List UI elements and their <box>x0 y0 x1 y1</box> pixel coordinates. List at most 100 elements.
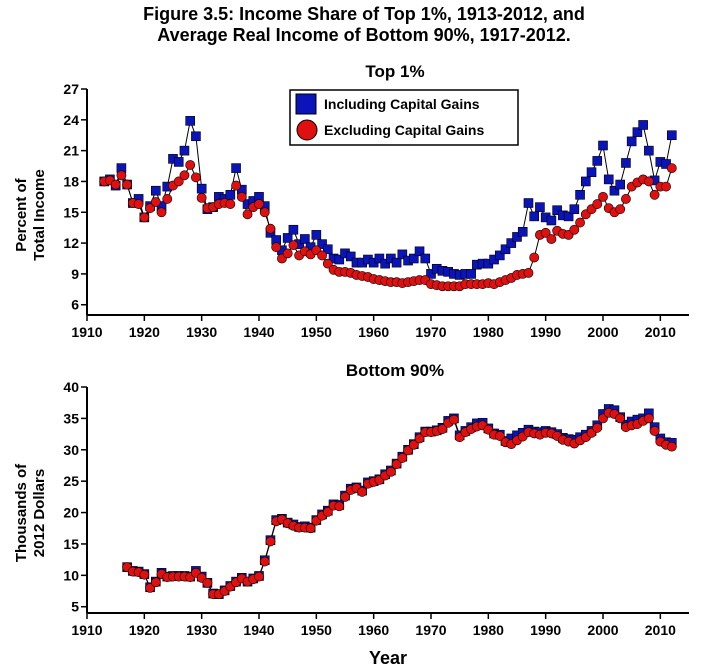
top-point-including <box>632 127 643 137</box>
bottom-y-tick-label: 5 <box>71 599 79 615</box>
top-point-excluding <box>259 207 270 218</box>
top-point-including <box>414 246 425 257</box>
top-point-including <box>334 254 345 265</box>
top-point-including <box>615 179 626 190</box>
bottom-point-excluding <box>494 431 505 441</box>
top-point-excluding <box>621 194 631 204</box>
top-point-including <box>523 198 534 208</box>
figure-title-line-1: Figure 3.5: Income Share of Top 1%, 1913… <box>143 4 585 24</box>
top-point-excluding <box>529 252 540 263</box>
top-point-including <box>598 140 608 151</box>
bottom-point-excluding <box>265 536 276 547</box>
bottom-point-excluding <box>408 439 419 450</box>
bottom-point-excluding <box>305 523 316 534</box>
top-point-excluding <box>225 199 236 209</box>
top-y-tick-label: 21 <box>63 143 79 159</box>
bottom-point-excluding <box>202 577 213 588</box>
top-point-including <box>506 238 517 248</box>
top-point-including <box>151 185 161 196</box>
top-point-excluding <box>150 197 161 207</box>
top-point-excluding <box>133 199 144 209</box>
bottom-point-excluding <box>666 441 677 452</box>
top-y-tick-label: 24 <box>63 112 79 128</box>
top-point-including <box>517 226 528 237</box>
bottom-point-excluding <box>150 577 161 588</box>
top-point-excluding <box>254 199 264 209</box>
bottom-x-tick-label: 2010 <box>645 622 676 638</box>
bottom-x-tick-label: 1910 <box>71 622 102 638</box>
top-point-including <box>391 257 402 268</box>
top-point-excluding <box>322 258 333 269</box>
top-point-including <box>535 202 545 212</box>
top-point-including <box>322 244 333 255</box>
top-point-excluding <box>569 224 580 235</box>
top-point-including <box>288 224 299 235</box>
bottom-x-tick-label: 1980 <box>473 622 504 638</box>
top-point-excluding <box>575 217 585 228</box>
top-point-excluding <box>540 227 551 238</box>
top-point-excluding <box>242 209 253 220</box>
bottom-point-excluding <box>340 491 350 502</box>
top-point-excluding <box>196 192 207 203</box>
legend-label-excluding: Excluding Capital Gains <box>324 122 484 138</box>
top-point-including <box>426 269 436 279</box>
bottom-point-excluding <box>437 424 448 434</box>
top-point-excluding <box>288 240 299 251</box>
top-point-excluding <box>282 248 293 259</box>
top-point-including <box>466 269 476 279</box>
top-y-tick-label: 12 <box>63 235 79 251</box>
bottom-point-excluding <box>414 433 425 444</box>
top-point-including <box>644 145 654 156</box>
bottom-panel-title: Bottom 90% <box>346 361 444 380</box>
legend-circle-marker <box>296 119 318 141</box>
top-point-excluding <box>191 172 201 183</box>
top-point-including <box>569 204 580 214</box>
bottom-point-excluding <box>357 486 368 497</box>
bottom-y-tick-label: 20 <box>63 505 79 521</box>
top-point-including <box>408 253 419 264</box>
bottom-point-excluding <box>259 556 270 567</box>
top-point-excluding <box>145 203 155 214</box>
top-point-including <box>529 211 540 222</box>
bottom-x-tick-label: 1970 <box>415 622 446 638</box>
top-point-including <box>546 215 557 226</box>
bottom-y-tick-label: 40 <box>63 379 79 395</box>
top-x-tick-label: 1960 <box>358 324 389 340</box>
top-point-excluding <box>116 170 127 181</box>
top-point-excluding <box>185 160 196 170</box>
top-y-tick-label: 6 <box>71 297 79 313</box>
top-point-including <box>512 232 522 242</box>
top-point-excluding <box>156 207 167 218</box>
top-point-including <box>179 145 190 156</box>
bottom-point-excluding <box>391 459 402 470</box>
legend-label-including: Including Capital Gains <box>324 96 480 112</box>
top-y-tick-label: 27 <box>63 81 79 97</box>
legend-box <box>289 89 519 146</box>
top-point-including <box>185 116 195 126</box>
top-point-excluding <box>666 163 677 173</box>
top-point-including <box>317 239 327 249</box>
bottom-x-tick-label: 1920 <box>129 622 160 638</box>
top-point-including <box>374 253 385 264</box>
top-point-excluding <box>110 179 121 190</box>
top-y-tick-label: 18 <box>63 173 79 189</box>
top-panel-title: Top 1% <box>365 62 424 81</box>
top-point-excluding <box>179 170 190 181</box>
top-point-excluding <box>661 181 671 192</box>
top-x-tick-label: 1980 <box>473 324 504 340</box>
bottom-x-tick-label: 1990 <box>530 622 561 638</box>
legend-square-marker <box>295 93 317 115</box>
top-point-excluding <box>139 212 150 223</box>
top-point-including <box>397 249 408 260</box>
bottom-panel-plot: 5 10 15 20 25 30 35 40 1910 1920 1930 1940 1950 1960 1… <box>63 379 689 638</box>
bottom-y-tick-label: 30 <box>63 442 79 458</box>
top-point-excluding <box>546 234 557 244</box>
top-y-tick-label: 15 <box>63 204 79 220</box>
top-point-including <box>173 157 184 167</box>
top-x-tick-label: 1920 <box>129 324 160 340</box>
top-point-including <box>500 244 511 255</box>
top-point-excluding <box>271 242 282 253</box>
bottom-series-line-excluding <box>126 412 672 595</box>
top-point-including <box>345 251 356 262</box>
bottom-point-excluding <box>615 413 626 424</box>
